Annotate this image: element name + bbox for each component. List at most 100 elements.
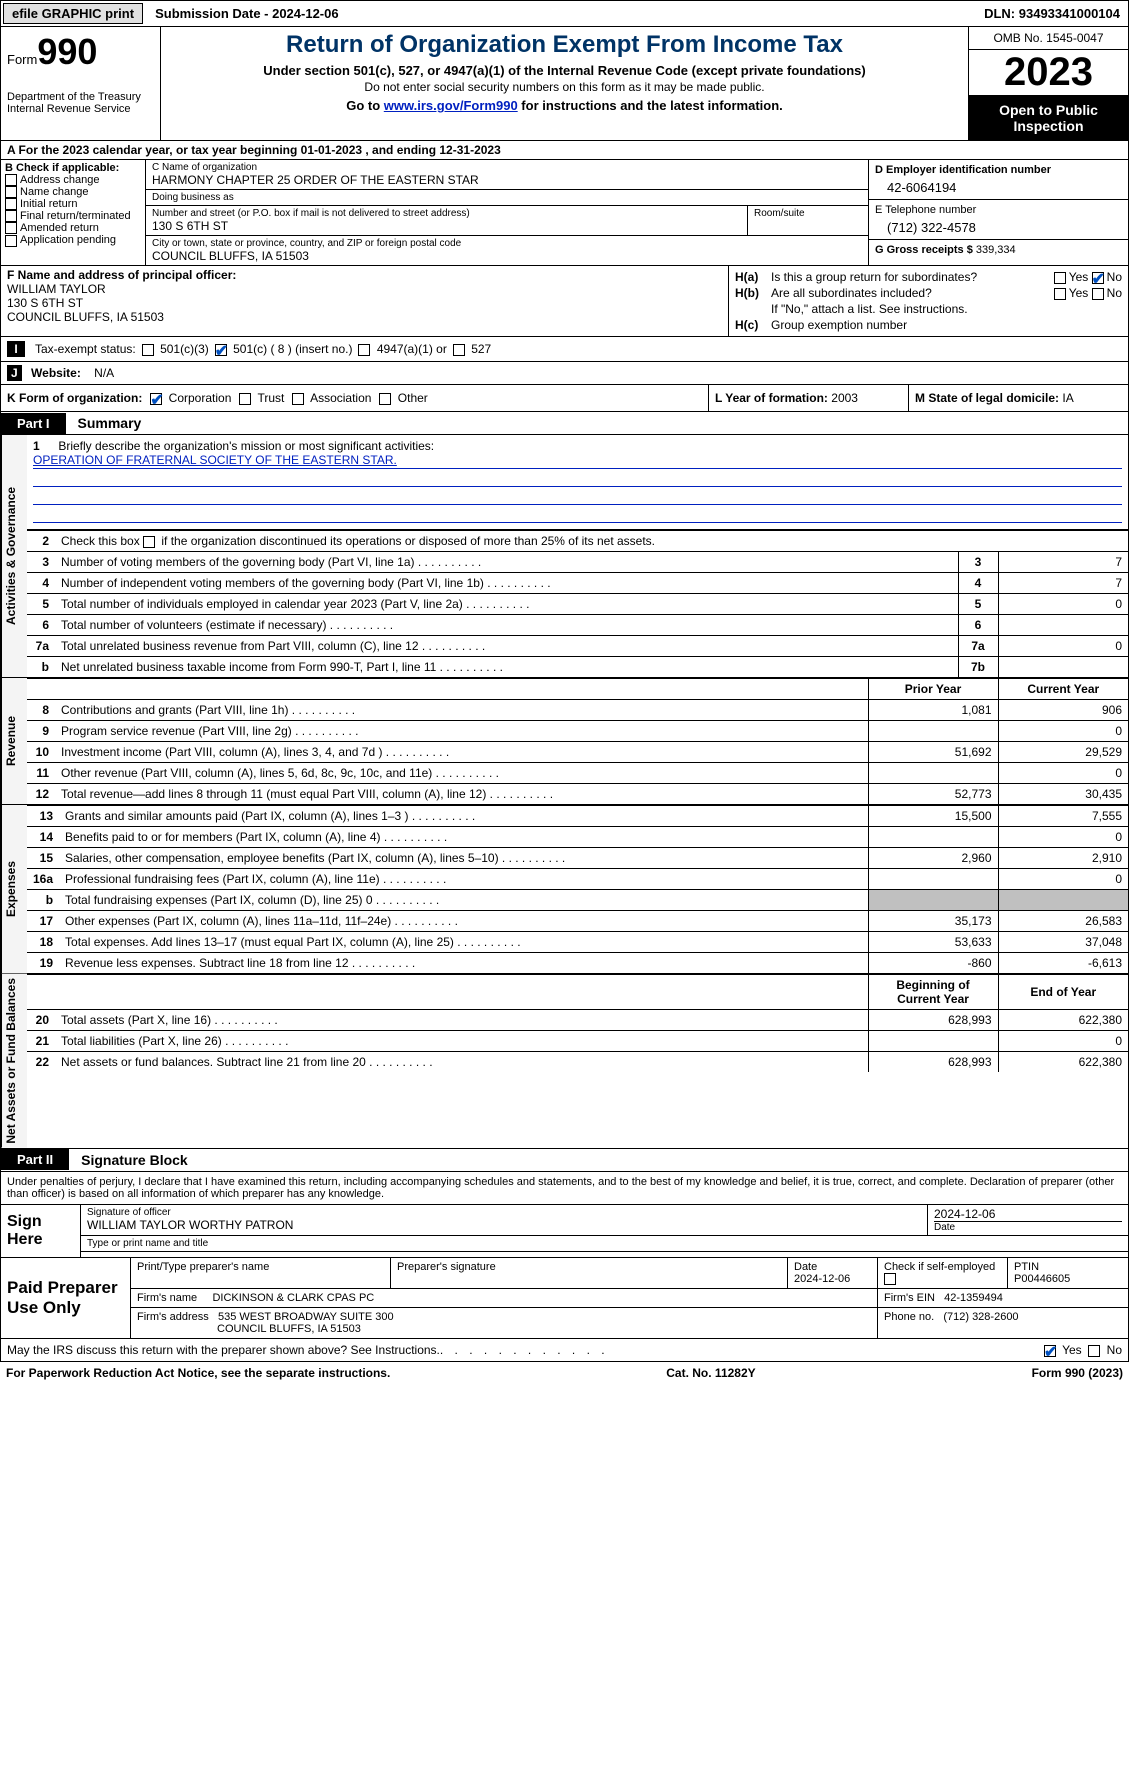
chk-corporation[interactable]: Corporation xyxy=(150,391,231,405)
row-num: 16a xyxy=(27,869,59,890)
chk-501c3-label: 501(c)(3) xyxy=(160,342,209,356)
row-current-year: 0 xyxy=(998,721,1128,742)
chk-final-return-label: Final return/terminated xyxy=(20,210,131,222)
row-current-year: 30,435 xyxy=(998,784,1128,805)
row-prior-year: 628,993 xyxy=(868,1052,998,1073)
header-note2-post: for instructions and the latest informat… xyxy=(518,98,783,113)
row-desc: Net assets or fund balances. Subtract li… xyxy=(55,1052,868,1073)
discontinued-checkbox[interactable] xyxy=(143,536,155,548)
chk-501c3[interactable]: 501(c)(3) xyxy=(142,342,209,356)
row-desc: Other expenses (Part IX, column (A), lin… xyxy=(59,911,868,932)
preparer-sig-field[interactable]: Preparer's signature xyxy=(391,1258,788,1288)
m-label: M State of legal domicile: xyxy=(915,391,1059,405)
header-subtitle: Under section 501(c), 527, or 4947(a)(1)… xyxy=(167,63,962,78)
chk-4947-label: 4947(a)(1) or xyxy=(377,342,447,356)
gov-row-box: 7a xyxy=(958,636,998,657)
type-name-field[interactable]: Type or print name and title xyxy=(81,1236,1128,1251)
officer-date-value: 2024-12-06 xyxy=(934,1207,1122,1222)
firm-phone-label: Phone no. xyxy=(884,1311,934,1323)
expenses-content: 13 Grants and similar amounts paid (Part… xyxy=(27,805,1128,973)
officer-sig-field[interactable]: Signature of officer WILLIAM TAYLOR WORT… xyxy=(81,1205,928,1235)
row-current-year: 0 xyxy=(998,763,1128,784)
header-left: Form990 Department of the Treasury Inter… xyxy=(1,27,161,140)
chk-association-label: Association xyxy=(310,391,371,405)
preparer-date-value: 2024-12-06 xyxy=(794,1273,871,1285)
hb-yes[interactable]: Yes xyxy=(1054,286,1089,300)
irs-link[interactable]: www.irs.gov/Form990 xyxy=(384,98,518,113)
sign-here-label: Sign Here xyxy=(1,1205,81,1257)
officer-sig-label: Signature of officer xyxy=(87,1207,921,1218)
efile-print-button[interactable]: efile GRAPHIC print xyxy=(3,3,143,24)
row-num: 10 xyxy=(27,742,55,763)
ha-row: H(a) Is this a group return for subordin… xyxy=(735,270,1122,284)
dept-treasury: Department of the Treasury Internal Reve… xyxy=(7,91,154,115)
preparer-self-employed-label: Check if self-employed xyxy=(884,1261,995,1273)
revenue-section: Revenue Prior Year Current Year8 Contrib… xyxy=(0,678,1129,805)
firm-name-label: Firm's name xyxy=(137,1292,197,1304)
preparer-name-field[interactable]: Print/Type preparer's name xyxy=(131,1258,391,1288)
m-value: IA xyxy=(1062,391,1073,405)
row-prior-year xyxy=(868,763,998,784)
ha-yes[interactable]: Yes xyxy=(1054,270,1089,284)
row-prior-year xyxy=(868,827,998,848)
header-title: Return of Organization Exempt From Incom… xyxy=(167,31,962,59)
i-text: Tax-exempt status: xyxy=(35,342,136,356)
preparer-ptin-value: P00446605 xyxy=(1014,1273,1122,1285)
col-h-group: H(a) Is this a group return for subordin… xyxy=(728,266,1128,336)
part2-tab: Part II xyxy=(1,1149,69,1170)
row-prior-year: 35,173 xyxy=(868,911,998,932)
hb-no-label: No xyxy=(1107,286,1122,300)
chk-amended-return[interactable]: Amended return xyxy=(5,222,141,234)
chk-trust[interactable]: Trust xyxy=(239,391,284,405)
part1-tab: Part I xyxy=(1,413,66,434)
firm-addr2: COUNCIL BLUFFS, IA 51503 xyxy=(137,1323,871,1335)
row-klm: K Form of organization: Corporation Trus… xyxy=(0,385,1129,412)
omb-number: OMB No. 1545-0047 xyxy=(969,27,1128,50)
chk-initial-return[interactable]: Initial return xyxy=(5,198,141,210)
ha-no[interactable]: No xyxy=(1092,270,1122,284)
chk-501c[interactable]: 501(c) ( 8 ) (insert no.) xyxy=(215,342,353,356)
chk-application-pending[interactable]: Application pending xyxy=(5,234,141,246)
part1-title: Summary xyxy=(66,412,154,434)
chk-4947[interactable]: 4947(a)(1) or xyxy=(358,342,446,356)
preparer-self-employed[interactable]: Check if self-employed xyxy=(878,1258,1008,1288)
gov-row-desc: Number of voting members of the governin… xyxy=(55,552,958,573)
chk-association[interactable]: Association xyxy=(292,391,371,405)
l-label: L Year of formation: xyxy=(715,391,828,405)
l-value: 2003 xyxy=(831,391,858,405)
row-num: 17 xyxy=(27,911,59,932)
discuss-no[interactable]: No xyxy=(1088,1343,1122,1357)
gov-row-val: 7 xyxy=(998,573,1128,594)
org-name: HARMONY CHAPTER 25 ORDER OF THE EASTERN … xyxy=(152,173,862,187)
tel-row: E Telephone number (712) 322-4578 xyxy=(869,200,1128,240)
discuss-yes[interactable]: Yes xyxy=(1044,1343,1082,1357)
chk-address-change[interactable]: Address change xyxy=(5,174,141,186)
chk-other[interactable]: Other xyxy=(379,391,427,405)
hb-note-row: If "No," attach a list. See instructions… xyxy=(735,302,1122,316)
ein-row: D Employer identification number 42-6064… xyxy=(869,160,1128,200)
hb-yes-label: Yes xyxy=(1069,286,1089,300)
paid-preparer-fields: Print/Type preparer's name Preparer's si… xyxy=(131,1258,1128,1338)
hb-no[interactable]: No xyxy=(1092,286,1122,300)
row-current-year: 0 xyxy=(998,1031,1128,1052)
net-assets-section: Net Assets or Fund Balances Beginning of… xyxy=(0,974,1129,1149)
row-i: I Tax-exempt status: 501(c)(3) 501(c) ( … xyxy=(0,337,1129,362)
chk-final-return[interactable]: Final return/terminated xyxy=(5,210,141,222)
chk-address-change-label: Address change xyxy=(20,174,100,186)
row-num: 18 xyxy=(27,932,59,953)
row-desc: Total expenses. Add lines 13–17 (must eq… xyxy=(59,932,868,953)
footer-right: Form 990 (2023) xyxy=(1032,1366,1123,1380)
row-current-year: 26,583 xyxy=(998,911,1128,932)
chk-corporation-label: Corporation xyxy=(169,391,232,405)
row-current-year: 0 xyxy=(998,869,1128,890)
firm-ein-value: 42-1359494 xyxy=(944,1292,1003,1304)
chk-name-change[interactable]: Name change xyxy=(5,186,141,198)
row-current-year: 7,555 xyxy=(998,806,1128,827)
form-prefix: Form xyxy=(7,52,37,67)
signature-block: Under penalties of perjury, I declare th… xyxy=(0,1172,1129,1339)
chk-527[interactable]: 527 xyxy=(453,342,491,356)
discuss-row: May the IRS discuss this return with the… xyxy=(0,1339,1129,1362)
hb-note: If "No," attach a list. See instructions… xyxy=(771,302,968,316)
col-current-year: End of Year xyxy=(998,975,1128,1010)
row-desc: Program service revenue (Part VIII, line… xyxy=(55,721,868,742)
